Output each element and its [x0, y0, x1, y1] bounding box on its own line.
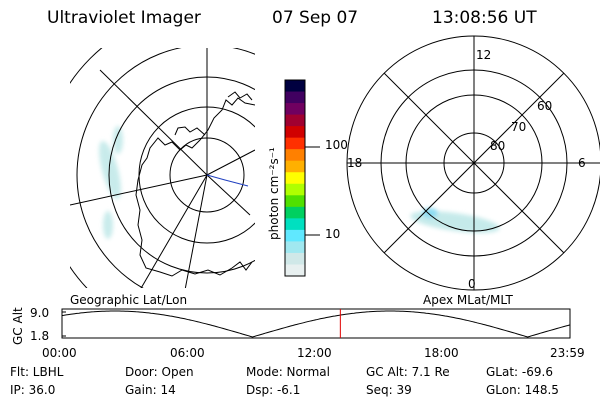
colorbar-band: [285, 91, 305, 104]
colorbar-band: [285, 183, 305, 196]
altitude-tick-1-8: 1.8: [30, 329, 49, 343]
time-tick-0000: 00:00: [42, 346, 77, 360]
mlt-label-6: 6: [578, 156, 586, 170]
altitude-tick-9: 9.0: [30, 306, 49, 320]
antarctica-coastline: [135, 97, 255, 277]
colorbar-frame: [284, 79, 306, 277]
mlt-label-0: 0: [468, 277, 476, 291]
info-gain: Gain: 14: [125, 383, 176, 397]
info-filter: Flt: LBHL: [10, 365, 64, 379]
info-door: Door: Open: [125, 365, 194, 379]
date-label: 07 Sep 07: [272, 8, 358, 28]
info-glat: GLat: -69.6: [486, 365, 553, 379]
info-gc-alt: GC Alt: 7.1 Re: [366, 365, 450, 379]
time-tick-0600: 06:00: [170, 346, 205, 360]
antarctic-peninsula-coast: [174, 126, 206, 136]
magnetic-polar-plot: [346, 35, 600, 291]
aurora-emission-geo: [99, 126, 123, 239]
colorbar-band: [285, 252, 305, 265]
colorbar-tick-10: 10: [325, 227, 340, 241]
aurora-emission-mag: [410, 208, 500, 233]
altitude-curve: [61, 310, 571, 338]
mlt-diagonal-2: [383, 72, 565, 254]
colorbar-band: [285, 137, 305, 150]
colorbar-band: [285, 149, 305, 162]
instrument-title: Ultraviolet Imager: [47, 8, 201, 28]
colorbar-band: [285, 80, 305, 93]
colorbar-band: [285, 229, 305, 242]
island-coast: [227, 91, 253, 101]
colorbar-unit-label: photon cm⁻²s⁻¹: [267, 147, 281, 240]
info-glon: GLon: 148.5: [486, 383, 559, 397]
magnetic-panel-label: Apex MLat/MLT: [423, 293, 513, 307]
mlt-label-18: 18: [347, 156, 362, 170]
mlat-label-70: 70: [511, 120, 526, 134]
altitude-plot-frame: [61, 308, 571, 339]
colorbar-band: [285, 206, 305, 219]
colorbar-band: [285, 264, 305, 277]
altitude-axis-label: GC Alt: [11, 307, 25, 345]
mlat-label-60: 60: [537, 99, 552, 113]
colorbar-band: [285, 172, 305, 185]
colorbar-band: [285, 126, 305, 139]
geographic-panel-label: Geographic Lat/Lon: [70, 293, 187, 307]
info-dsp: Dsp: -6.1: [246, 383, 300, 397]
colorbar-band: [285, 114, 305, 127]
mlt-label-12: 12: [476, 48, 491, 62]
terminator-line: [206, 174, 249, 187]
info-seq: Seq: 39: [366, 383, 412, 397]
colorbar-band: [285, 218, 305, 231]
colorbar-band: [285, 195, 305, 208]
colorbar-band: [285, 103, 305, 116]
intensity-colorbar: [285, 80, 320, 277]
info-ip: IP: 36.0: [10, 383, 55, 397]
colorbar-band: [285, 241, 305, 254]
time-tick-1200: 12:00: [297, 346, 332, 360]
colorbar-band: [285, 160, 305, 173]
altitude-timeline: [61, 308, 571, 339]
mlat-label-80: 80: [490, 139, 505, 153]
time-tick-2359: 23:59: [550, 346, 585, 360]
longitude-meridians: [70, 48, 255, 288]
time-tick-1800: 18:00: [424, 346, 459, 360]
info-mode: Mode: Normal: [246, 365, 330, 379]
geographic-map: [70, 48, 255, 288]
time-label: 13:08:56 UT: [432, 8, 537, 28]
colorbar-tick-100: 100: [325, 138, 348, 152]
